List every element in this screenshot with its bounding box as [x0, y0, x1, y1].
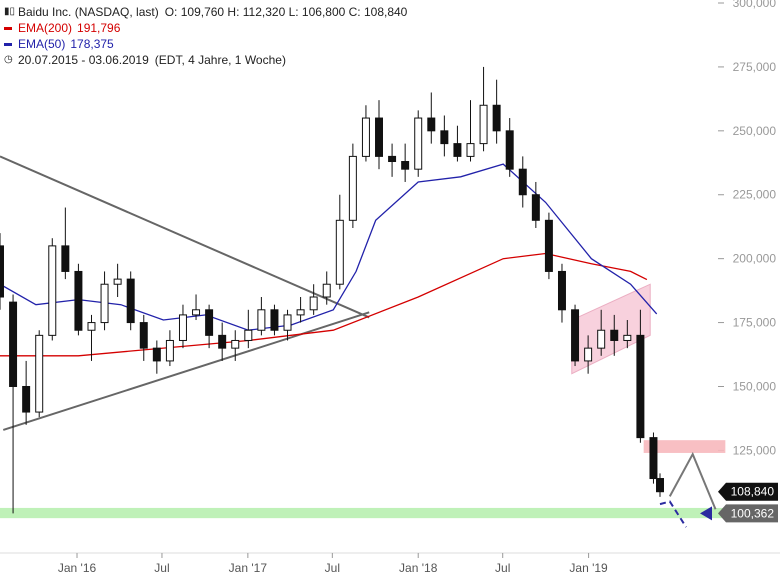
- triangle-lower-line: [2, 311, 370, 431]
- candle-body: [401, 161, 410, 170]
- candle-body: [656, 478, 664, 493]
- candle-body: [610, 329, 619, 341]
- candle-body: [309, 296, 318, 311]
- ema200-line: [0, 252, 648, 357]
- clock-icon: ◷: [4, 54, 13, 65]
- candle-body: [348, 155, 357, 221]
- support-price-tag: [718, 504, 778, 523]
- last-price-label: 108,840: [731, 485, 775, 499]
- candle-body: [597, 329, 606, 349]
- x-tick-label: Jan '17: [229, 561, 268, 575]
- candle-body: [479, 104, 488, 145]
- candle-body: [192, 309, 201, 316]
- x-tick-label: Jan '16: [58, 561, 97, 575]
- legend-ema200-value: 191,796: [77, 21, 121, 35]
- legend-ema200-label: EMA(200): [18, 21, 73, 35]
- candle-body: [388, 155, 397, 163]
- legend-ema50-row: EMA(50) 178,375: [4, 36, 407, 52]
- x-tick-label: Jan '18: [399, 561, 438, 575]
- x-tick-label: Jul: [325, 561, 340, 575]
- candle-body: [165, 339, 174, 362]
- support-price-label: 100,362: [731, 506, 775, 520]
- candle-body: [492, 104, 501, 132]
- ema200-swatch-icon: [4, 26, 12, 30]
- candle-body: [126, 278, 135, 324]
- candle-body: [571, 309, 580, 362]
- y-tick-label: 225,000: [733, 188, 777, 202]
- candle-body: [427, 117, 436, 132]
- y-tick-label: 200,000: [733, 252, 777, 266]
- candle-body: [231, 339, 240, 349]
- candle-body: [270, 309, 279, 331]
- legend-instrument-row: ▮▯ Baidu Inc. (NASDAQ, last) O: 109,760 …: [4, 4, 407, 20]
- candle-body: [244, 329, 253, 341]
- ema50-line: [0, 163, 658, 331]
- grey-projection-path: [668, 451, 717, 510]
- candle-body: [335, 219, 344, 285]
- candle-body: [0, 245, 4, 298]
- candle-body: [466, 143, 475, 157]
- support-arrow-icon: [700, 506, 712, 521]
- candle-body: [218, 334, 227, 349]
- y-tick-label: 250,000: [733, 124, 777, 138]
- candle-body: [505, 130, 514, 170]
- candle-body: [296, 309, 305, 316]
- candle-body: [414, 117, 423, 170]
- candlestick-icon: ▮▯: [4, 6, 16, 17]
- candle-body: [178, 314, 187, 341]
- legend-instrument: Baidu Inc. (NASDAQ, last): [18, 5, 159, 19]
- candle-body: [48, 245, 57, 336]
- candle-body: [623, 334, 632, 341]
- y-tick-label: 150,000: [733, 379, 777, 393]
- candle-body: [361, 117, 370, 157]
- candle-body: [205, 309, 214, 336]
- resistance-zone: [643, 440, 726, 453]
- candle-body: [283, 314, 292, 331]
- last-price-tag: [718, 482, 778, 501]
- candle-body: [518, 168, 527, 196]
- blue-projection-path: [659, 500, 687, 528]
- y-tick-label: 175,000: [733, 316, 777, 330]
- candle-body: [35, 334, 44, 413]
- candle-body: [152, 347, 161, 362]
- x-tick-label: Jan '19: [569, 561, 608, 575]
- candle-body: [584, 347, 593, 362]
- x-tick-label: Jul: [495, 561, 510, 575]
- candle-body: [113, 278, 122, 285]
- candle-body: [87, 322, 96, 331]
- ema50-swatch-icon: [4, 42, 12, 46]
- legend-period-row: ◷ 20.07.2015 - 03.06.2019 (EDT, 4 Jahre,…: [4, 52, 407, 68]
- candle-body: [440, 130, 449, 145]
- candle-body: [544, 219, 553, 272]
- candle-body: [322, 283, 331, 298]
- x-tick-label: Jul: [154, 561, 169, 575]
- candle-body: [257, 309, 266, 331]
- candle-body: [557, 270, 566, 311]
- legend-period: 20.07.2015 - 03.06.2019: [18, 53, 149, 67]
- candle-body: [9, 301, 18, 387]
- candle-body: [453, 143, 462, 157]
- legend-ema200-row: EMA(200) 191,796: [4, 20, 407, 36]
- y-tick-label: 125,000: [733, 443, 777, 457]
- candle-body: [74, 270, 83, 331]
- chart-legend: ▮▯ Baidu Inc. (NASDAQ, last) O: 109,760 …: [4, 4, 407, 68]
- candle-body: [636, 334, 645, 439]
- y-tick-label: 275,000: [733, 60, 777, 74]
- support-zone: [0, 507, 726, 519]
- candle-body: [61, 245, 70, 272]
- triangle-upper-line: [0, 155, 370, 319]
- candle-body: [22, 385, 31, 413]
- y-tick-label: 300,000: [733, 0, 777, 10]
- candle-body: [531, 194, 540, 221]
- candle-body: [649, 437, 658, 480]
- candle-body: [375, 117, 384, 157]
- legend-ema50-label: EMA(50): [18, 37, 66, 51]
- legend-ema50-value: 178,375: [70, 37, 114, 51]
- candle-body: [139, 322, 148, 349]
- candle-body: [100, 283, 109, 324]
- legend-ohlc: O: 109,760 H: 112,320 L: 106,800 C: 108,…: [164, 5, 408, 19]
- legend-period-info: (EDT, 4 Jahre, 1 Woche): [154, 53, 286, 67]
